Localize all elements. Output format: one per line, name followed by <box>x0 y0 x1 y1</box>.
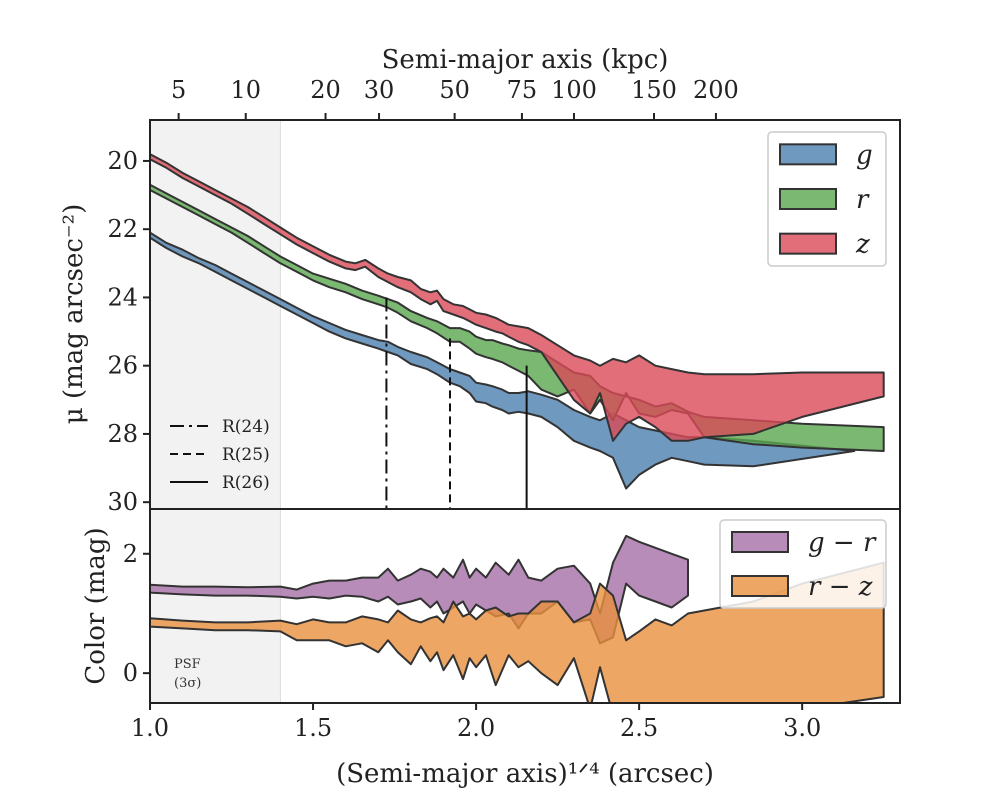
psf-region <box>150 120 281 703</box>
legend-top-swatch-0 <box>779 143 837 166</box>
psf-label: PSF <box>174 657 201 672</box>
psf-sigma-label: (3σ) <box>174 676 201 691</box>
legend-top-label-0: g <box>856 140 873 170</box>
axis-ticks: 20 22 24 26 28 30 0 2 1.0 1.5 2.0 2.5 3.0 5 10 20 30 50 75… <box>107 76 821 742</box>
y-tick-label: 30 <box>107 488 138 516</box>
legend-top-swatch-2 <box>779 232 837 255</box>
series-band-0 <box>150 231 856 490</box>
bottom-y-axis-title: Color (mag) <box>81 527 111 684</box>
legend-bottom-swatch-0 <box>731 531 789 553</box>
top-x-tick-label: 50 <box>439 76 470 104</box>
top-x-tick-label: 20 <box>310 76 341 104</box>
bottom-axis-title: (Semi-major axis)¹ᐟ⁴ (arcsec) <box>336 759 714 789</box>
legend-ref-label-0: R(24) <box>222 417 270 437</box>
legend-bottom-swatch-1 <box>731 575 789 597</box>
x-tick-label: 3.0 <box>783 714 821 742</box>
legend-ref-label-2: R(26) <box>222 473 270 493</box>
y-tick-label: 26 <box>107 352 138 380</box>
top-x-tick-label: 150 <box>631 76 677 104</box>
top-y-axis-title: μ (mag arcsec⁻²) <box>59 204 89 424</box>
series-band-1 <box>150 183 885 452</box>
legend-bottom: g − r r − z <box>719 519 887 609</box>
legend-reference-lines: R(24) R(25) R(26) <box>170 417 270 493</box>
legend-ref-label-1: R(25) <box>222 445 270 465</box>
legend-bottom-label-0: g − r <box>808 528 877 558</box>
top-x-tick-label: 75 <box>507 76 538 104</box>
x-tick-label: 1.5 <box>294 714 332 742</box>
y-tick-label: 20 <box>107 147 138 175</box>
top-x-tick-label: 200 <box>693 76 739 104</box>
surface-brightness-bands <box>150 153 885 490</box>
bottom-panel-frame <box>149 508 901 704</box>
y-tick-label: 24 <box>107 283 138 311</box>
legend-top: grz <box>767 131 887 267</box>
color-bands <box>150 534 885 703</box>
x-tick-label: 2.5 <box>620 714 658 742</box>
x-tick-label: 1.0 <box>131 714 169 742</box>
color-series-band-0 <box>150 534 689 645</box>
top-x-tick-label: 100 <box>551 76 597 104</box>
top-axis-title: Semi-major axis (kpc) <box>382 45 669 75</box>
top-x-tick-label: 5 <box>171 76 186 104</box>
reference-lines <box>385 297 528 509</box>
legend-top-swatch-1 <box>779 188 837 210</box>
legend-top-label-2: z <box>855 230 870 260</box>
legend-top-label-1: r <box>856 185 870 215</box>
y-tick-label: 28 <box>107 420 138 448</box>
series-band-2 <box>150 153 885 442</box>
color-y-tick-label: 2 <box>123 540 138 568</box>
psf-region-top <box>150 120 281 509</box>
psf-region-bottom <box>150 509 281 703</box>
color-y-tick-label: 0 <box>123 659 138 687</box>
color-series-band-1 <box>150 561 885 703</box>
top-x-tick-label: 10 <box>230 76 261 104</box>
legend-bottom-label-1: r − z <box>808 572 873 602</box>
x-tick-label: 2.0 <box>457 714 495 742</box>
top-x-tick-label: 30 <box>364 76 395 104</box>
y-tick-label: 22 <box>107 215 138 243</box>
